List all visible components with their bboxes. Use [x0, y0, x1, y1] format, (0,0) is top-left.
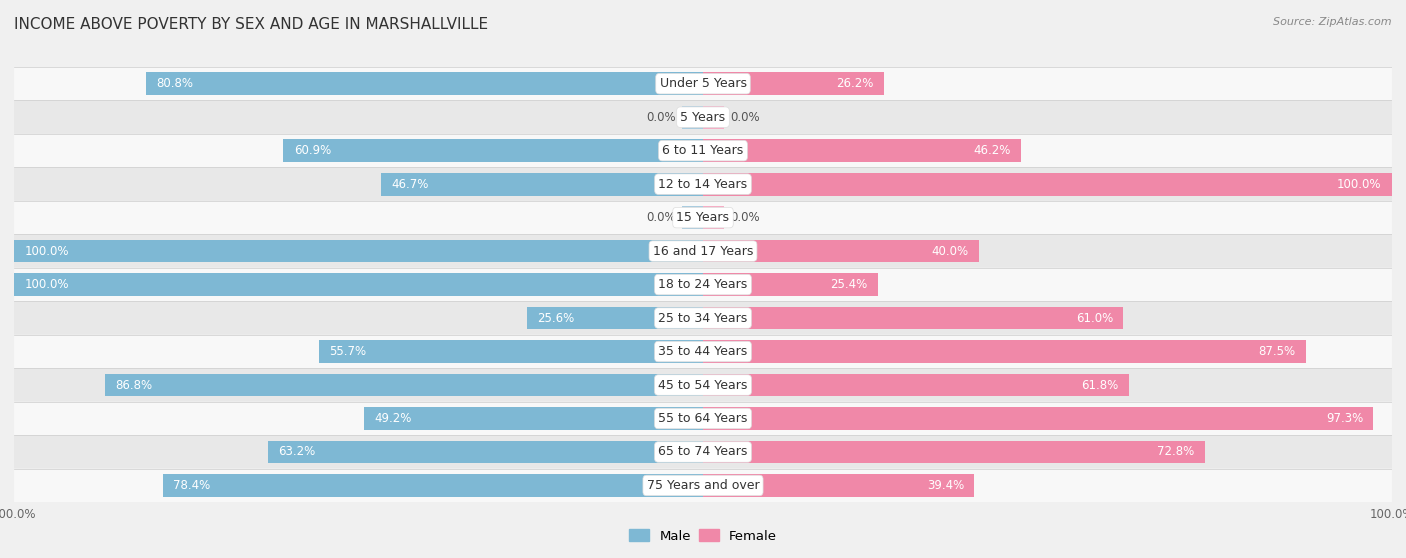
FancyBboxPatch shape [14, 268, 1392, 301]
Text: 35 to 44 Years: 35 to 44 Years [658, 345, 748, 358]
Text: 65 to 74 Years: 65 to 74 Years [658, 445, 748, 459]
Text: 61.0%: 61.0% [1076, 311, 1114, 325]
FancyBboxPatch shape [14, 167, 1392, 201]
Bar [146, 73, 703, 95]
Text: 25 to 34 Years: 25 to 34 Years [658, 311, 748, 325]
Bar [381, 173, 703, 195]
Bar [284, 140, 703, 162]
FancyBboxPatch shape [14, 201, 1392, 234]
Bar [703, 106, 724, 128]
Text: Source: ZipAtlas.com: Source: ZipAtlas.com [1274, 17, 1392, 27]
Bar [703, 441, 1205, 463]
Bar [703, 340, 1306, 363]
Text: 45 to 54 Years: 45 to 54 Years [658, 378, 748, 392]
FancyBboxPatch shape [14, 234, 1392, 268]
Text: 100.0%: 100.0% [24, 278, 69, 291]
Bar [319, 340, 703, 363]
Legend: Male, Female: Male, Female [624, 524, 782, 548]
Text: 86.8%: 86.8% [115, 378, 152, 392]
Bar [703, 474, 974, 497]
Text: 0.0%: 0.0% [731, 211, 761, 224]
Text: 100.0%: 100.0% [24, 244, 69, 258]
Bar [14, 240, 703, 262]
FancyBboxPatch shape [14, 100, 1392, 134]
Bar [267, 441, 703, 463]
Bar [703, 307, 1123, 329]
Bar [703, 407, 1374, 430]
Text: 97.3%: 97.3% [1326, 412, 1362, 425]
FancyBboxPatch shape [14, 435, 1392, 469]
FancyBboxPatch shape [14, 335, 1392, 368]
Text: 87.5%: 87.5% [1258, 345, 1295, 358]
Text: 18 to 24 Years: 18 to 24 Years [658, 278, 748, 291]
FancyBboxPatch shape [14, 469, 1392, 502]
Text: 39.4%: 39.4% [927, 479, 965, 492]
Bar [703, 173, 1392, 195]
Bar [14, 273, 703, 296]
Text: 25.4%: 25.4% [831, 278, 868, 291]
Bar [703, 273, 877, 296]
Bar [527, 307, 703, 329]
Text: 49.2%: 49.2% [374, 412, 412, 425]
Bar [703, 240, 979, 262]
Text: 0.0%: 0.0% [731, 110, 761, 124]
Text: 15 Years: 15 Years [676, 211, 730, 224]
Text: 72.8%: 72.8% [1157, 445, 1194, 459]
Text: 75 Years and over: 75 Years and over [647, 479, 759, 492]
Bar [703, 140, 1021, 162]
FancyBboxPatch shape [14, 368, 1392, 402]
Text: 12 to 14 Years: 12 to 14 Years [658, 177, 748, 191]
Text: 80.8%: 80.8% [156, 77, 194, 90]
Text: 25.6%: 25.6% [537, 311, 574, 325]
Bar [682, 206, 703, 229]
Text: 6 to 11 Years: 6 to 11 Years [662, 144, 744, 157]
Text: 16 and 17 Years: 16 and 17 Years [652, 244, 754, 258]
FancyBboxPatch shape [14, 134, 1392, 167]
Text: 63.2%: 63.2% [278, 445, 315, 459]
Text: Under 5 Years: Under 5 Years [659, 77, 747, 90]
Text: INCOME ABOVE POVERTY BY SEX AND AGE IN MARSHALLVILLE: INCOME ABOVE POVERTY BY SEX AND AGE IN M… [14, 17, 488, 32]
Bar [703, 374, 1129, 396]
Bar [105, 374, 703, 396]
Text: 0.0%: 0.0% [645, 110, 675, 124]
Bar [703, 206, 724, 229]
Text: 40.0%: 40.0% [931, 244, 969, 258]
Bar [682, 106, 703, 128]
Text: 60.9%: 60.9% [294, 144, 330, 157]
Text: 55.7%: 55.7% [329, 345, 367, 358]
FancyBboxPatch shape [14, 301, 1392, 335]
Text: 5 Years: 5 Years [681, 110, 725, 124]
FancyBboxPatch shape [14, 67, 1392, 100]
Text: 61.8%: 61.8% [1081, 378, 1118, 392]
Text: 55 to 64 Years: 55 to 64 Years [658, 412, 748, 425]
Text: 78.4%: 78.4% [173, 479, 211, 492]
Text: 100.0%: 100.0% [1337, 177, 1382, 191]
Text: 26.2%: 26.2% [835, 77, 873, 90]
Text: 46.7%: 46.7% [392, 177, 429, 191]
Bar [163, 474, 703, 497]
FancyBboxPatch shape [14, 402, 1392, 435]
Bar [703, 73, 883, 95]
Bar [364, 407, 703, 430]
Text: 46.2%: 46.2% [973, 144, 1011, 157]
Text: 0.0%: 0.0% [645, 211, 675, 224]
